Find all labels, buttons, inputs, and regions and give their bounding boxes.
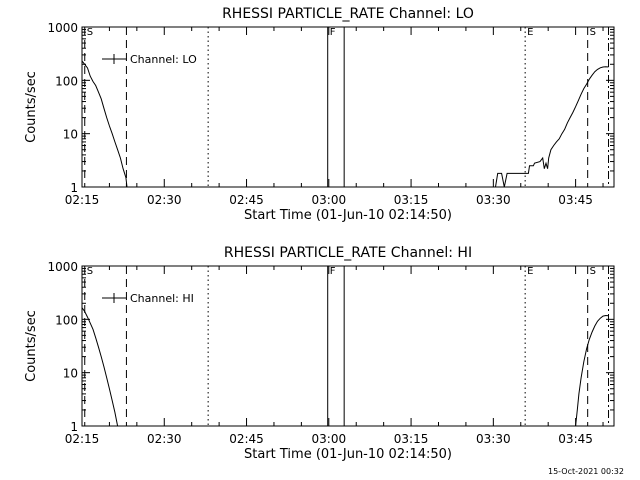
x-axis-label: Start Time (01-Jun-10 02:14:50) (244, 447, 452, 462)
y-tick-label: 10 (63, 367, 78, 381)
timestamp: 15-Oct-2021 00:32 (548, 467, 624, 476)
legend-label: Channel: HI (130, 292, 194, 305)
y-tick-label: 10 (63, 128, 78, 142)
y-axis-label: Counts/sec (24, 71, 39, 143)
event-marker-label: S (590, 266, 596, 277)
event-marker-label: E (527, 266, 533, 277)
y-tick-label: 100 (55, 313, 78, 327)
y-tick-label: 1000 (47, 21, 78, 35)
event-marker-label: E (527, 27, 533, 38)
x-axis-label: Start Time (01-Jun-10 02:14:50) (244, 208, 452, 223)
event-marker-label: F (330, 27, 336, 38)
event-marker-label: S (87, 27, 93, 38)
x-tick-label: 03:30 (476, 432, 511, 446)
x-tick-label: 03:45 (558, 432, 593, 446)
y-tick-label: 1 (70, 181, 78, 195)
x-tick-label: 03:00 (312, 432, 347, 446)
y-tick-label: 1000 (47, 260, 78, 274)
series-line (81, 60, 128, 188)
x-tick-label: 02:15 (65, 432, 100, 446)
y-tick-label: 1 (70, 420, 78, 434)
x-tick-label: 03:15 (394, 432, 429, 446)
chart-title: RHESSI PARTICLE_RATE Channel: HI (224, 245, 472, 261)
x-tick-label: 03:45 (558, 193, 593, 207)
plot-frame (81, 265, 615, 427)
x-tick-label: 02:45 (229, 193, 264, 207)
event-marker-label: F (330, 266, 336, 277)
x-tick-label: 02:30 (147, 193, 182, 207)
event-marker-label: S (590, 27, 596, 38)
chart-title: RHESSI PARTICLE_RATE Channel: LO (222, 6, 474, 22)
x-tick-label: 02:30 (147, 432, 182, 446)
series-line (495, 66, 609, 188)
plot-frame (81, 26, 615, 188)
plot-panel-2: RHESSI PARTICLE_RATE Channel: HI 02:15 02:… (24, 245, 615, 462)
x-tick-label: 02:45 (229, 432, 264, 446)
y-axis-label: Counts/sec (24, 310, 39, 382)
event-marker-label: S (87, 266, 93, 277)
x-tick-label: 03:15 (394, 193, 429, 207)
series-line (81, 307, 119, 427)
x-tick-label: 02:15 (65, 193, 100, 207)
series-line (575, 314, 609, 427)
x-tick-label: 03:30 (476, 193, 511, 207)
legend-label: Channel: LO (130, 53, 197, 66)
plot-panel-1: RHESSI PARTICLE_RATE Channel: LO 02:15 02:… (24, 6, 615, 223)
x-tick-label: 03:00 (312, 193, 347, 207)
y-tick-label: 100 (55, 74, 78, 88)
